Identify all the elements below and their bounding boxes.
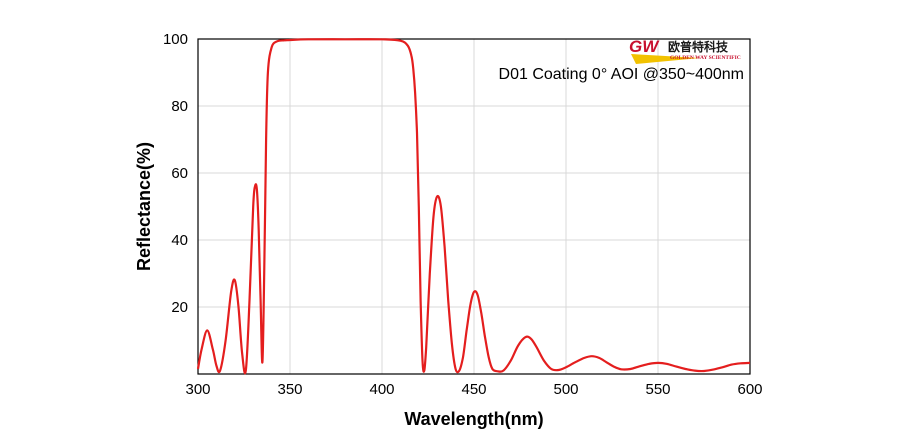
y-axis-title: Reflectance(%) (134, 142, 154, 271)
x-axis-title: Wavelength(nm) (404, 409, 543, 429)
coating-annotation: D01 Coating 0° AOI @350~400nm (499, 66, 744, 83)
logo-english-name: GOLDEN WAY SCIENTIFIC (670, 55, 741, 61)
x-tick-label: 300 (185, 381, 210, 398)
reflectance-curve (196, 38, 751, 375)
y-tick-label: 20 (171, 299, 188, 316)
x-tick-label: 400 (369, 381, 394, 398)
x-tick-label: 600 (737, 381, 762, 398)
logo-chinese-name: 欧普特科技 (668, 39, 729, 54)
x-tick-label: 450 (461, 381, 486, 398)
x-tick-label: 550 (645, 381, 670, 398)
logo-swoosh (631, 54, 700, 64)
x-tick-label: 500 (553, 381, 578, 398)
y-tick-label: 100 (163, 31, 188, 48)
grid-lines (198, 39, 750, 374)
y-tick-label: 40 (171, 232, 188, 249)
y-tick-label: 80 (171, 98, 188, 115)
curve-layer (196, 38, 751, 375)
plot-frame (197, 38, 751, 375)
x-tick-label: 350 (277, 381, 302, 398)
company-logo: GW 欧普特科技 GOLDEN WAY SCIENTIFIC (629, 37, 741, 64)
logo-mark: GW (629, 37, 660, 56)
tick-labels: 300 350 400 450 500 550 600 20 40 60 80 100 (163, 31, 763, 398)
y-tick-label: 60 (171, 165, 188, 182)
